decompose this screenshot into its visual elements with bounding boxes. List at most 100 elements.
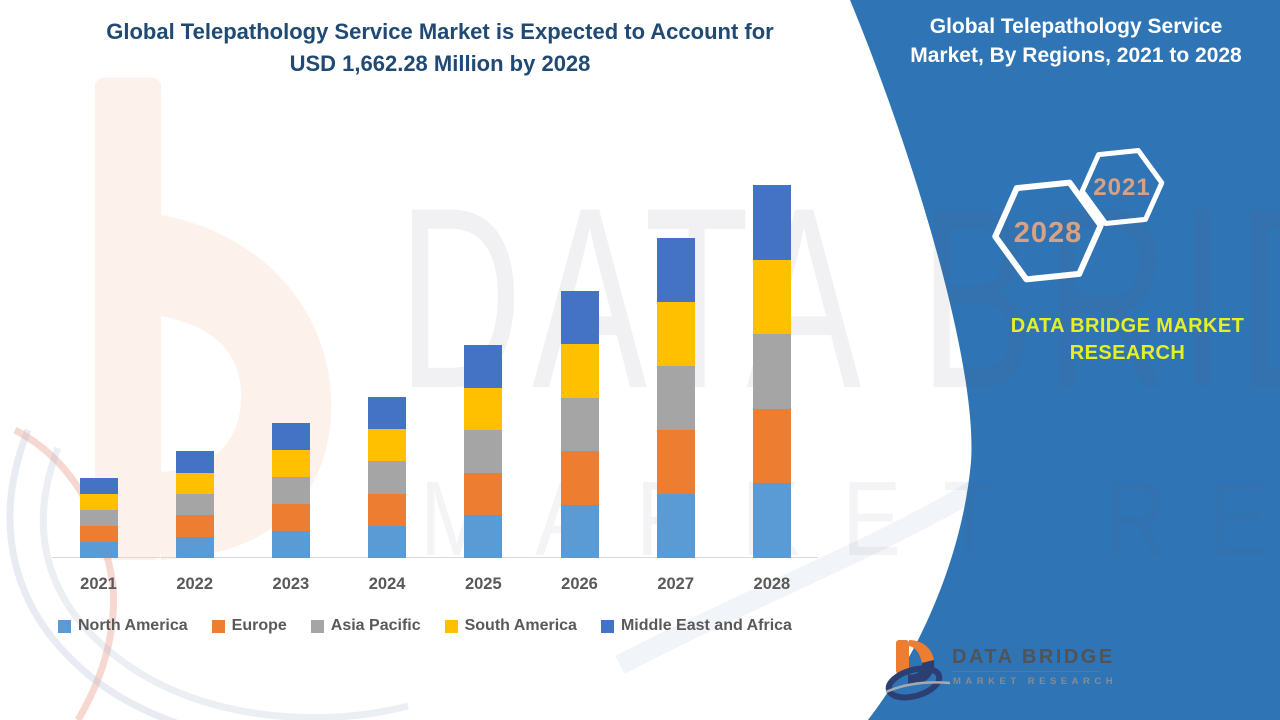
bar-segment-north-america [464, 515, 503, 558]
bar-segment-north-america [175, 536, 214, 558]
bar-segment-middle-east-and-africa [752, 185, 791, 260]
x-axis-line [52, 557, 818, 558]
legend-swatch-icon [310, 619, 324, 633]
x-axis-label-2022: 2022 [176, 575, 214, 593]
x-axis-label-2021: 2021 [80, 575, 117, 593]
bar-segment-middle-east-and-africa [656, 238, 695, 303]
legend-item-north-america: North America [58, 617, 188, 635]
x-axis-label-2028: 2028 [753, 575, 791, 593]
side-panel-title-line1: Global Telepathology Service [929, 15, 1223, 38]
legend-swatch-icon [600, 619, 614, 633]
bar-segment-europe [656, 430, 695, 495]
bar-segment-asia-pacific [175, 494, 214, 516]
stacked-bar-2027 [656, 238, 695, 558]
logo-b-stem [896, 640, 909, 674]
chart-headline-line2: USD 1,662.28 Million by 2028 [289, 51, 591, 76]
bar-segment-europe [752, 408, 791, 484]
bar-segment-middle-east-and-africa [79, 478, 118, 495]
stacked-bar-2025 [464, 344, 503, 558]
hexagon-2021 [1079, 148, 1165, 226]
logo-gray-swoosh [885, 681, 951, 694]
bar-segment-middle-east-and-africa [175, 451, 214, 473]
watermark-red-swoosh [13, 426, 118, 720]
chart-headline: Global Telepathology Service Market is E… [30, 16, 850, 80]
bar-segment-middle-east-and-africa [560, 291, 599, 345]
chart-legend: North America Europe Asia Pacific South Ame… [58, 617, 792, 635]
bar-segment-south-america [271, 450, 310, 478]
x-axis-label-2027: 2027 [657, 575, 695, 593]
bar-segment-south-america [79, 494, 118, 511]
bar-segment-europe [560, 451, 599, 505]
side-panel-title: Global Telepathology Service Market, By … [878, 12, 1274, 70]
bar-segment-south-america [752, 259, 791, 335]
legend-label: North America [78, 617, 188, 634]
x-axis-label-2023: 2023 [272, 575, 310, 593]
bar-segment-north-america [271, 531, 310, 558]
watermark-ring-outer [6, 428, 179, 720]
bar-segment-europe [271, 504, 310, 532]
legend-label: Asia Pacific [330, 617, 421, 634]
bar-segment-south-america [175, 472, 214, 495]
watermark-text-data-bridge: DATA BRIDGE [398, 154, 1280, 443]
legend-item-middle-east-and-africa: Middle East and Africa [600, 617, 792, 635]
hexagon-2028-label: 2028 [1013, 217, 1083, 249]
x-axis-label-2025: 2025 [464, 575, 502, 593]
bar-segment-europe [464, 472, 503, 516]
side-panel-background [850, 0, 1280, 720]
bar-segment-europe [175, 515, 214, 537]
bar-segment-north-america [752, 483, 791, 558]
bar-segment-asia-pacific [560, 397, 599, 452]
stacked-bar-2022 [175, 451, 214, 558]
bar-segment-asia-pacific [271, 477, 310, 505]
bar-segment-north-america [79, 542, 118, 558]
bar-segment-asia-pacific [368, 461, 407, 494]
x-axis-label-2024: 2024 [368, 575, 406, 593]
legend-label: Europe [231, 617, 287, 634]
bar-segment-south-america [656, 302, 695, 367]
stacked-bar-2028 [752, 185, 791, 558]
hexagon-2021-label: 2021 [1093, 174, 1151, 201]
bar-segment-middle-east-and-africa [464, 344, 503, 388]
legend-item-asia-pacific: Asia Pacific [310, 617, 421, 635]
bar-segment-europe [79, 526, 118, 543]
legend-swatch-icon [444, 619, 458, 633]
legend-swatch-icon [211, 619, 225, 633]
stacked-bar-2024 [368, 397, 407, 558]
bar-segment-asia-pacific [79, 510, 118, 527]
watermark-logo-stem [95, 78, 161, 560]
legend-label: South America [464, 617, 577, 634]
bar-segment-south-america [560, 344, 599, 398]
stacked-bar-2026 [560, 291, 599, 558]
bar-segment-middle-east-and-africa [271, 423, 310, 451]
bar-segment-north-america [368, 525, 407, 558]
legend-swatch-icon [58, 619, 71, 633]
bar-segment-south-america [368, 429, 407, 462]
logo-b-bowl-top [909, 640, 934, 663]
bar-segment-north-america [560, 504, 599, 558]
legend-label: Middle East and Africa [620, 617, 792, 634]
legend-item-south-america: South America [444, 617, 577, 635]
watermark-right-swoosh [615, 459, 1016, 674]
bar-segment-europe [368, 493, 407, 526]
logo-wordmark: DATA BRIDGE [952, 646, 1115, 668]
chart-headline-line1: Global Telepathology Service Market is E… [106, 19, 774, 44]
panel-brand-text: DATA BRIDGE MARKET RESEARCH [1010, 315, 1245, 364]
stacked-bar-2021 [79, 478, 118, 558]
bar-segment-middle-east-and-africa [368, 397, 407, 430]
side-panel-title-line2: Market, By Regions, 2021 to 2028 [910, 44, 1242, 67]
bar-segment-south-america [464, 387, 503, 431]
logo-tagline: MARKET RESEARCH [953, 676, 1118, 687]
bar-segment-asia-pacific [656, 366, 695, 431]
bar-segment-asia-pacific [752, 334, 791, 409]
data-bridge-logo-icon [885, 640, 951, 701]
watermark-ring-inner [39, 446, 409, 720]
logo-divider-line [952, 671, 1100, 672]
hexagon-2028 [992, 179, 1104, 283]
stacked-bar-2023 [271, 423, 310, 558]
